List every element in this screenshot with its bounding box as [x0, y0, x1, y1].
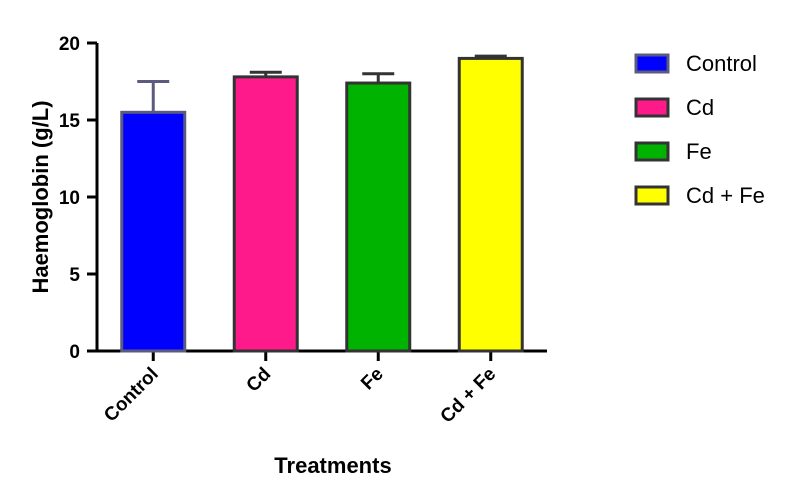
x-tick-label: Cd + Fe	[437, 364, 501, 428]
legend-swatch	[634, 141, 670, 162]
legend-label: Control	[686, 51, 757, 76]
error-bar	[137, 80, 170, 113]
y-axis-title: Haemoglobin (g/L)	[28, 100, 53, 293]
bars	[120, 56, 524, 353]
bar	[457, 56, 524, 353]
bar	[345, 81, 412, 353]
error-bar	[474, 54, 507, 59]
y-tick-label: 5	[69, 265, 80, 286]
bar	[120, 110, 187, 353]
y-tick-label: 10	[59, 188, 80, 209]
legend-item: Cd	[634, 95, 714, 120]
y-tick-label: 20	[59, 34, 80, 55]
x-axis-title: Treatments	[274, 453, 391, 478]
error-bars	[137, 54, 507, 113]
legend-swatch	[634, 53, 670, 74]
y-tick-label: 15	[59, 111, 81, 132]
legend: Control Cd Fe Cd + Fe	[634, 51, 765, 208]
error-bar	[362, 72, 395, 84]
legend-swatch	[634, 97, 670, 118]
error-bar	[249, 70, 282, 77]
legend-item: Control	[634, 51, 757, 76]
legend-item: Cd + Fe	[634, 183, 765, 208]
category-labels: Control Cd Fe Cd + Fe	[100, 364, 500, 428]
legend-label: Cd + Fe	[686, 183, 765, 208]
x-tick-label: Control	[100, 364, 163, 427]
y-axis: 0 5 10 15 20	[59, 34, 99, 363]
x-tick-label: Cd	[243, 364, 276, 397]
legend-label: Fe	[686, 139, 712, 164]
legend-swatch	[634, 185, 670, 206]
y-tick-label: 0	[69, 342, 80, 363]
x-tick-label: Fe	[357, 364, 388, 395]
legend-item: Fe	[634, 139, 712, 164]
legend-label: Cd	[686, 95, 714, 120]
bar	[232, 75, 299, 353]
